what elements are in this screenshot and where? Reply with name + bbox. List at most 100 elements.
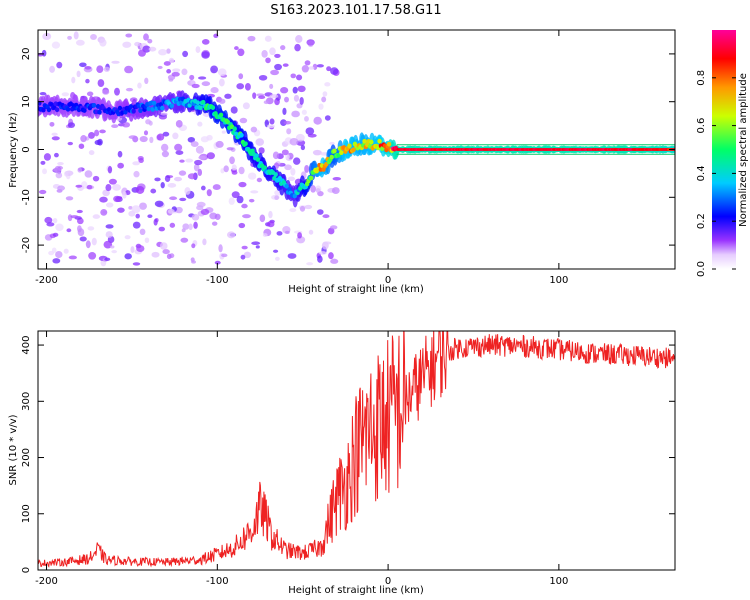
- spectrogram-noise-cell: [282, 63, 289, 67]
- spectrogram-noise-cell: [318, 251, 327, 255]
- spectrogram-noise-cell: [313, 116, 322, 125]
- spectrogram-noise-cell: [206, 152, 215, 160]
- spectrogram-noise-cell: [111, 124, 119, 129]
- spectrogram-noise-cell: [255, 245, 260, 249]
- spectrogram-noise-cell: [286, 128, 292, 135]
- spectrogram-noise-cell: [241, 203, 248, 209]
- spectrogram-noise-cell: [84, 170, 93, 178]
- spectrogram-noise-cell: [322, 214, 330, 219]
- spectrogram-noise-cell: [51, 136, 60, 141]
- spectrogram-noise-cell: [158, 49, 168, 56]
- spectrogram-noise-cell: [185, 158, 194, 163]
- spectrogram-noise-cell: [310, 185, 316, 193]
- spectrogram-noise-cell: [88, 251, 97, 260]
- spectrogram-noise-cell: [114, 87, 120, 96]
- spectrogram-ridge-cell: [329, 154, 334, 160]
- spectrogram-noise-cell: [299, 205, 306, 212]
- spectrogram-noise-cell: [109, 245, 115, 249]
- colorbar-tick-label: 0.2: [696, 213, 707, 229]
- spectrogram-noise-cell: [256, 177, 263, 183]
- spectrogram-ridge-cell: [262, 165, 267, 171]
- spectrogram-noise-cell: [284, 96, 289, 103]
- spectrogram-noise-cell: [75, 184, 83, 188]
- spectrogram-noise-cell: [308, 66, 315, 70]
- spectrogram-noise-cell: [190, 80, 195, 85]
- spectrogram-ridge-cell: [160, 105, 165, 111]
- spectrogram-noise-cell: [175, 206, 183, 214]
- spectrogram-noise-cell: [79, 62, 87, 68]
- spectrogram-noise-cell: [272, 249, 279, 253]
- spectrogram-noise-cell: [85, 78, 90, 84]
- spectrogram-noise-cell: [285, 230, 290, 234]
- spectrogram-noise-cell: [96, 65, 104, 73]
- spectrogram-noise-cell: [105, 224, 114, 229]
- spectrogram-noise-cell: [68, 255, 77, 260]
- spectrogram-noise-cell: [97, 79, 105, 88]
- spectrogram-noise-cell: [191, 83, 200, 89]
- spectrogram-noise-cell: [267, 220, 275, 228]
- spectrogram-noise-cell: [306, 262, 314, 266]
- spectrogram-noise-cell: [65, 196, 74, 201]
- spectrogram-noise-cell: [55, 251, 63, 259]
- spectrogram-noise-cell: [77, 167, 82, 173]
- spectrogram-noise-cell: [172, 68, 181, 73]
- spectrogram-noise-cell: [73, 31, 79, 40]
- spectrogram-noise-cell: [295, 74, 303, 81]
- spectrogram-noise-cell: [280, 87, 289, 94]
- spectrogram-ridge-cell: [243, 141, 248, 147]
- spectrogram-noise-cell: [329, 141, 335, 145]
- spectrogram-noise-cell: [162, 249, 170, 255]
- spectrogram-noise-cell: [238, 181, 247, 188]
- colorbar-label: Normalized spectral amplitude: [738, 73, 749, 227]
- spectrogram-noise-cell: [210, 87, 219, 94]
- spectrogram-noise-cell: [52, 258, 61, 264]
- spectrogram-noise-cell: [102, 189, 110, 197]
- colorbar-tick-label: 0.4: [696, 165, 707, 181]
- spectrogram-noise-cell: [40, 160, 46, 165]
- spectrogram-ridge-cell: [292, 193, 298, 199]
- spectrogram-x-tick-label: -200: [35, 275, 58, 286]
- spectrogram-noise-cell: [160, 143, 169, 152]
- spectrogram-noise-cell: [112, 183, 122, 191]
- spectrogram-y-tick-label: 10: [21, 95, 32, 108]
- spectrogram-noise-cell: [264, 35, 272, 42]
- spectrogram-noise-cell: [226, 231, 236, 239]
- spectrogram-noise-cell: [258, 74, 268, 81]
- spectrogram-noise-cell: [262, 233, 268, 237]
- spectrogram-noise-cell: [80, 135, 87, 143]
- spectrogram-noise-cell: [221, 130, 226, 134]
- spectrogram-noise-cell: [76, 209, 83, 214]
- spectrogram-noise-cell: [124, 253, 132, 260]
- colorbar-gradient: [712, 30, 736, 269]
- spectrogram-noise-cell: [261, 50, 268, 58]
- spectrogram-noise-cell: [228, 197, 235, 205]
- spectrogram-ridge-cell: [97, 109, 102, 115]
- spectrogram-noise-cell: [238, 73, 244, 80]
- spectrogram-noise-cell: [191, 243, 196, 249]
- spectrogram-noise-cell: [224, 93, 232, 99]
- spectrogram-noise-cell: [280, 45, 286, 51]
- colorbar-tick-label: 0.0: [696, 261, 707, 277]
- spectrogram-noise-cell: [125, 33, 133, 38]
- spectrogram-noise-cell: [274, 53, 281, 58]
- spectrogram-noise-cell: [214, 213, 221, 220]
- snr-x-tick-label: -100: [206, 576, 229, 587]
- spectrogram-noise-cell: [290, 73, 297, 79]
- spectrogram-noise-cell: [181, 228, 186, 233]
- spectrogram-noise-cell: [122, 41, 132, 48]
- spectrogram-ridge-cell: [339, 150, 344, 156]
- spectrogram-noise-cell: [161, 150, 169, 158]
- spectrogram-noise-cell: [221, 253, 228, 258]
- spectrogram-noise-cell: [239, 117, 248, 124]
- spectrogram-noise-cell: [117, 162, 124, 169]
- spectrogram-noise-cell: [99, 196, 108, 203]
- spectrogram-noise-cell: [167, 183, 177, 188]
- spectrogram-x-ticks: -200 -100 0 100: [35, 30, 568, 286]
- spectrogram-noise-cell: [52, 217, 58, 224]
- spectrogram-noise-cell: [189, 74, 195, 81]
- spectrogram-ridge-cell: [195, 100, 201, 106]
- spectrogram-noise-cell: [144, 77, 149, 85]
- spectrogram-noise-cell: [330, 225, 338, 230]
- spectrogram-noise-cell: [150, 188, 157, 194]
- spectrogram-noise-cell: [295, 133, 305, 142]
